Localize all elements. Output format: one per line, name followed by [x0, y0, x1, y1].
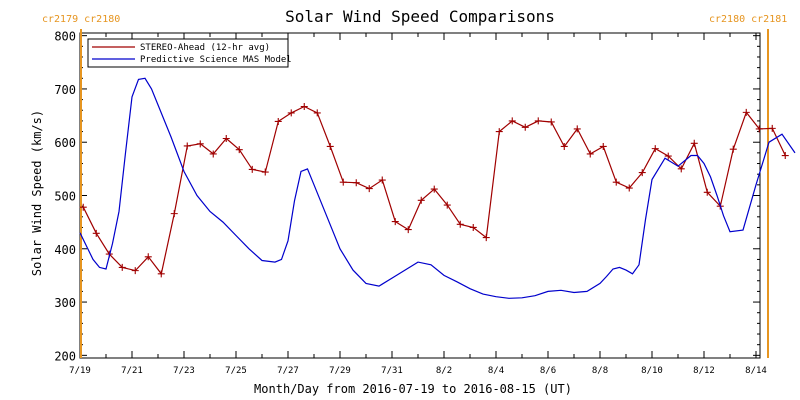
data-point-stereo	[742, 108, 750, 116]
data-point-stereo	[274, 117, 282, 125]
x-tick-label: 7/23	[173, 366, 195, 376]
y-tick-label: 500	[54, 190, 76, 204]
x-tick-label: 8/6	[540, 366, 556, 376]
data-point-stereo	[352, 179, 360, 187]
data-point-stereo	[482, 234, 490, 242]
data-point-stereo	[768, 124, 776, 132]
data-point-stereo	[222, 134, 230, 142]
carrington-left-label: cr2179 cr2180	[42, 14, 120, 25]
carrington-right-label: cr2180 cr2181	[709, 14, 787, 25]
data-point-stereo	[508, 117, 516, 125]
y-tick-label: 800	[54, 30, 76, 44]
legend-label-mas: Predictive Science MAS Model	[140, 55, 292, 65]
data-point-stereo	[664, 152, 672, 160]
data-point-stereo	[651, 145, 659, 153]
data-point-stereo	[326, 142, 334, 150]
data-point-stereo	[599, 142, 607, 150]
data-point-stereo	[638, 169, 646, 177]
data-point-stereo	[313, 109, 321, 117]
chart-title: Solar Wind Speed Comparisons	[285, 7, 555, 26]
data-point-stereo	[183, 142, 191, 150]
x-tick-label: 8/14	[745, 366, 767, 376]
series-line-mas	[79, 77, 796, 299]
data-point-stereo	[365, 185, 373, 193]
y-tick-label: 600	[54, 136, 76, 150]
carrington-markers	[80, 29, 769, 358]
x-tick-label: 8/10	[641, 366, 663, 376]
data-point-stereo	[586, 150, 594, 158]
data-point-stereo	[781, 152, 789, 160]
data-point-stereo	[157, 270, 165, 278]
data-point-stereo	[521, 123, 529, 131]
data-point-stereo	[339, 178, 347, 186]
y-tick-label: 700	[54, 83, 76, 97]
data-point-stereo	[469, 223, 477, 231]
data-point-stereo	[131, 267, 139, 275]
data-point-stereo	[560, 142, 568, 150]
data-point-stereo	[144, 253, 152, 261]
x-tick-label: 7/27	[277, 366, 299, 376]
data-point-stereo	[534, 117, 542, 125]
data-point-stereo	[300, 103, 308, 111]
data-point-stereo	[547, 118, 555, 126]
data-point-stereo	[690, 139, 698, 147]
data-point-stereo	[391, 218, 399, 226]
data-point-stereo	[378, 176, 386, 184]
data-point-stereo	[261, 168, 269, 176]
legend-label-stereo: STEREO-Ahead (12-hr avg)	[140, 43, 270, 53]
x-axis-label: Month/Day from 2016-07-19 to 2016-08-15 …	[254, 382, 572, 396]
x-tick-label: 8/4	[488, 366, 504, 376]
legend: STEREO-Ahead (12-hr avg) Predictive Scie…	[87, 38, 292, 68]
data-point-stereo	[443, 201, 451, 209]
data-point-stereo	[703, 188, 711, 196]
data-point-stereo	[209, 150, 217, 158]
x-tick-label: 8/12	[693, 366, 715, 376]
y-tick-label: 300	[54, 296, 76, 310]
legend-box	[87, 38, 289, 68]
data-point-stereo	[625, 184, 633, 192]
data-point-stereo	[573, 125, 581, 133]
series-layer	[79, 77, 796, 299]
x-tick-label: 7/31	[381, 366, 403, 376]
x-tick-label: 7/19	[69, 366, 91, 376]
data-point-stereo	[196, 140, 204, 148]
axes-layer: 200 300 400 500 600 700 800 7/19 7/21 7/23 7/25 7/2…	[54, 30, 767, 376]
x-tick-label: 8/2	[436, 366, 452, 376]
data-point-stereo	[287, 109, 295, 117]
x-tick-label: 7/25	[225, 366, 247, 376]
y-tick-label: 200	[54, 349, 76, 363]
data-point-stereo	[248, 165, 256, 173]
data-point-stereo	[417, 196, 425, 204]
data-point-stereo	[235, 146, 243, 154]
data-point-stereo	[92, 229, 100, 237]
data-point-stereo	[677, 165, 685, 173]
data-point-stereo	[79, 203, 87, 211]
data-point-stereo	[729, 145, 737, 153]
data-point-stereo	[495, 128, 503, 136]
data-point-stereo	[612, 178, 620, 186]
data-point-stereo	[430, 185, 438, 193]
data-point-stereo	[755, 125, 763, 133]
data-point-stereo	[170, 210, 178, 218]
x-tick-label: 7/29	[329, 366, 351, 376]
data-point-stereo	[404, 226, 412, 234]
data-point-stereo	[456, 220, 464, 228]
x-tick-label: 7/21	[121, 366, 143, 376]
data-point-stereo	[118, 263, 126, 271]
y-tick-label: 400	[54, 243, 76, 257]
x-tick-label: 8/8	[592, 366, 608, 376]
y-axis-label: Solar Wind Speed (km/s)	[30, 110, 44, 276]
